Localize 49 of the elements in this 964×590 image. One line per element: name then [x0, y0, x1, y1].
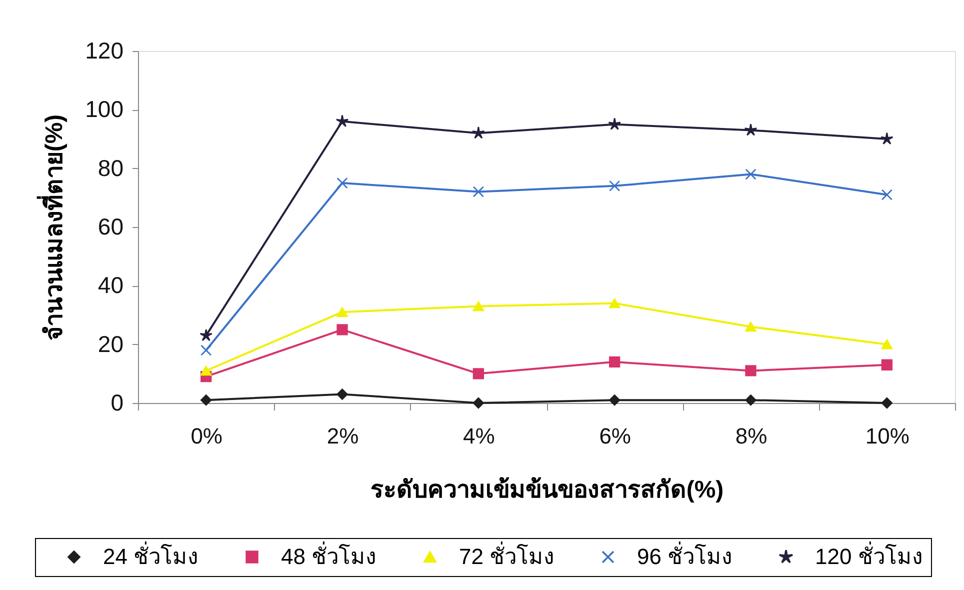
legend-label: 96 ชั่วโมง: [637, 541, 733, 569]
point: [880, 132, 894, 145]
y-tick-label: 120: [85, 38, 124, 64]
point: [745, 168, 756, 180]
x-tick-label: 10%: [865, 424, 910, 448]
point: [336, 307, 348, 317]
y-tick-label: 0: [110, 390, 124, 416]
x-tick-label: 0%: [190, 424, 222, 448]
point: [745, 394, 756, 406]
point: [608, 118, 622, 130]
point: [336, 114, 349, 128]
point: [745, 322, 756, 332]
legend-label: 120 ชั่วโมง: [815, 541, 923, 569]
point: [336, 388, 348, 400]
y-axis-title: จำนวนแมลงที่ตาย(%): [36, 114, 68, 341]
point: [336, 324, 348, 336]
point: [336, 177, 348, 189]
point: [881, 359, 892, 370]
x-tick-label: 8%: [735, 424, 768, 448]
y-tick-label: 80: [98, 154, 124, 181]
x-tick-label: 6%: [599, 424, 631, 448]
point: [200, 344, 212, 356]
point: [472, 301, 484, 312]
point: [609, 298, 620, 308]
point: [609, 394, 620, 406]
point: [609, 180, 620, 192]
point: [200, 394, 212, 406]
x-axis-title: ระดับความเข้มข้นของสารสกัด(%): [370, 476, 724, 504]
x-tick-label: 2%: [326, 424, 359, 448]
point: [200, 366, 212, 376]
y-tick-label: 40: [98, 272, 124, 298]
point: [881, 339, 892, 350]
y-tick-label: 100: [85, 96, 124, 122]
y-tick-label: 20: [98, 330, 124, 357]
point: [472, 368, 484, 380]
point: [200, 328, 213, 342]
point: [472, 126, 485, 139]
point: [609, 356, 620, 368]
point: [472, 397, 484, 409]
legend-label: 24 ชั่วโมง: [103, 541, 199, 569]
x-tick-label: 4%: [463, 424, 495, 448]
legend-label: 48 ชั่วโมง: [281, 541, 377, 569]
legend-label: 72 ชั่วโมง: [459, 541, 555, 569]
point: [881, 397, 892, 409]
point: [472, 186, 484, 198]
y-tick-label: 60: [98, 214, 124, 240]
point: [744, 123, 758, 136]
point: [745, 365, 756, 376]
point: [881, 189, 892, 200]
